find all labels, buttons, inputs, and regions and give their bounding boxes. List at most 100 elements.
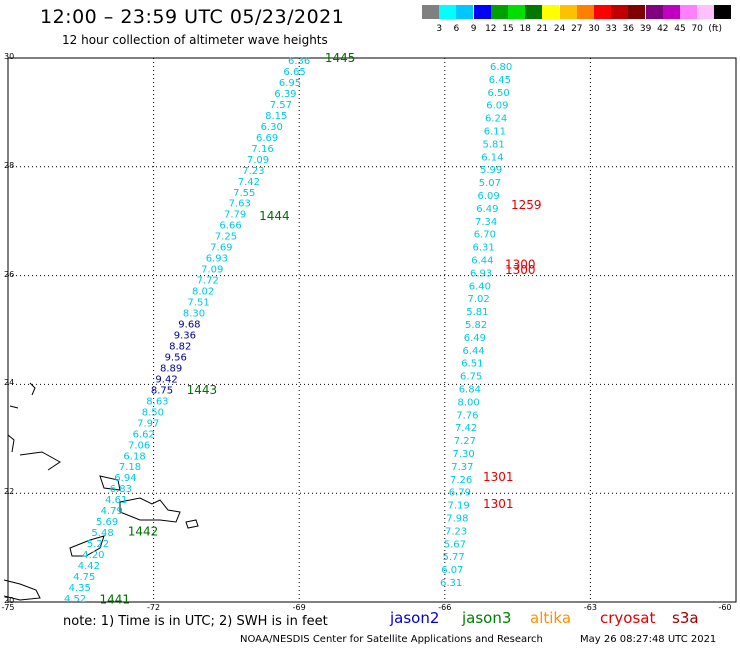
page-subtitle: 12 hour collection of altimeter wave hei… bbox=[62, 33, 328, 47]
pass-time-label: 1445 bbox=[325, 51, 356, 65]
colorbar-swatch bbox=[456, 5, 474, 19]
swh-value: 9.42 bbox=[155, 374, 177, 385]
map-frame bbox=[7, 57, 737, 603]
satellite-name: s3a bbox=[672, 609, 699, 627]
swh-value: 6.09 bbox=[486, 101, 508, 112]
swh-value: 7.42 bbox=[238, 177, 260, 188]
swh-value: 8.75 bbox=[151, 385, 173, 396]
swh-value: 5.07 bbox=[479, 178, 501, 189]
pass-time-label: 1300 bbox=[505, 263, 536, 277]
satellite-name: altika bbox=[530, 609, 572, 627]
colorbar-label: 30 bbox=[588, 24, 600, 34]
colorbar-label: 9 bbox=[470, 24, 477, 34]
swh-value: 7.25 bbox=[215, 232, 237, 243]
swh-value: 7.09 bbox=[201, 265, 223, 276]
longitude-label: -69 bbox=[292, 603, 306, 612]
longitude-label: -75 bbox=[1, 603, 15, 612]
satellite-name: cryosat bbox=[600, 609, 656, 627]
swh-value: 6.09 bbox=[478, 191, 500, 202]
colorbar-label: 21 bbox=[536, 24, 549, 34]
pass-time-label: 1441 bbox=[99, 592, 130, 606]
colorbar-swatch bbox=[490, 5, 508, 19]
swh-value: 7.79 bbox=[224, 210, 246, 221]
swh-value: 6.14 bbox=[481, 152, 503, 163]
pass-time-label: 1444 bbox=[259, 209, 290, 223]
longitude-label: -63 bbox=[583, 603, 597, 612]
swh-value: 7.02 bbox=[468, 294, 490, 305]
latitude-label: 22 bbox=[4, 487, 15, 497]
swh-value: 4.79 bbox=[101, 506, 123, 517]
colorbar-swatch bbox=[542, 5, 560, 19]
swh-value: 8.30 bbox=[183, 309, 205, 320]
pass-time-label: 1259 bbox=[511, 198, 542, 212]
swh-value: 4.75 bbox=[73, 572, 95, 583]
pass-time-label: 1301 bbox=[483, 497, 514, 511]
swh-value: 6.83 bbox=[110, 484, 132, 495]
swh-value: 6.80 bbox=[490, 62, 512, 73]
swh-value: 8.89 bbox=[160, 363, 182, 374]
credit-line: NOAA/NESDIS Center for Satellite Applica… bbox=[240, 634, 543, 645]
swh-value: 5.81 bbox=[466, 307, 488, 318]
swh-value: 9.56 bbox=[165, 352, 187, 363]
colorbar-swatch bbox=[559, 5, 577, 19]
swh-value: 7.27 bbox=[454, 436, 476, 447]
swh-value: 5.82 bbox=[465, 320, 487, 331]
colorbar-swatch bbox=[525, 5, 543, 19]
swh-value: 7.06 bbox=[128, 440, 150, 451]
colorbar-swatch bbox=[439, 5, 457, 19]
satellite-name: jason3 bbox=[462, 609, 512, 627]
swh-value: 5.67 bbox=[444, 539, 466, 550]
swh-value: 5.48 bbox=[91, 528, 113, 539]
swh-value: 7.51 bbox=[187, 298, 209, 309]
coastline-hispaniola bbox=[119, 497, 181, 523]
swh-value: 9.36 bbox=[174, 330, 196, 341]
swh-value: 4.35 bbox=[69, 583, 91, 594]
swh-value: 6.40 bbox=[469, 281, 491, 292]
colorbar-label: 3 bbox=[436, 24, 443, 34]
latitude-label: 30 bbox=[4, 52, 15, 61]
swh-value: 6.75 bbox=[460, 372, 482, 383]
swh-value: 7.09 bbox=[247, 155, 269, 166]
swh-value: 6.51 bbox=[461, 359, 483, 370]
swh-value: 5.81 bbox=[483, 139, 505, 150]
swh-value: 6.65 bbox=[283, 67, 305, 78]
swh-value: 7.55 bbox=[233, 188, 255, 199]
swh-value: 6.93 bbox=[206, 254, 228, 265]
colorbar-unit: (ft) bbox=[708, 24, 722, 34]
swh-value: 7.97 bbox=[137, 418, 159, 429]
cryosat-track-east: 6.806.456.506.096.246.115.816.145.995.07… bbox=[440, 62, 542, 589]
colorbar-label: 45 bbox=[674, 24, 686, 34]
swh-value: 4.42 bbox=[78, 561, 100, 572]
pass-time-label: 1443 bbox=[187, 383, 218, 397]
swh-value: 4.52 bbox=[64, 594, 86, 605]
colorbar-swatch bbox=[697, 5, 715, 19]
swh-value: 7.37 bbox=[451, 462, 473, 473]
swh-value: 6.44 bbox=[471, 256, 493, 267]
latitude-label: 24 bbox=[4, 378, 15, 388]
page-title: 12:00 – 23:59 UTC 05/23/2021 bbox=[40, 6, 345, 28]
latitude-label: 26 bbox=[4, 269, 15, 279]
swh-value: 4.61 bbox=[105, 495, 127, 506]
colorbar-label: 36 bbox=[622, 24, 635, 34]
swh-value: 8.50 bbox=[142, 407, 164, 418]
colorbar-label: 27 bbox=[571, 24, 583, 34]
swh-value: 7.76 bbox=[456, 410, 478, 421]
colorbar-label: 39 bbox=[639, 24, 652, 34]
longitude-label: -72 bbox=[147, 603, 161, 612]
longitude-label: -60 bbox=[718, 603, 732, 612]
swh-value: 6.30 bbox=[261, 122, 283, 133]
swh-value: 7.69 bbox=[210, 243, 232, 254]
swh-value: 5.77 bbox=[443, 552, 465, 563]
timestamp: May 26 08:27:48 UTC 2021 bbox=[580, 634, 717, 645]
swh-value: 7.23 bbox=[445, 526, 467, 537]
coastline-jamaica bbox=[3, 579, 41, 601]
swh-value: 8.00 bbox=[458, 397, 480, 408]
colorbar-label: 12 bbox=[485, 24, 497, 34]
swh-value: 7.34 bbox=[475, 217, 497, 228]
colorbar-label: 18 bbox=[519, 24, 531, 34]
swh-value: 6.07 bbox=[441, 565, 463, 576]
colorbar-swatch bbox=[714, 5, 732, 19]
coastline-cuba bbox=[69, 535, 105, 557]
swh-value: 5.99 bbox=[480, 165, 502, 176]
